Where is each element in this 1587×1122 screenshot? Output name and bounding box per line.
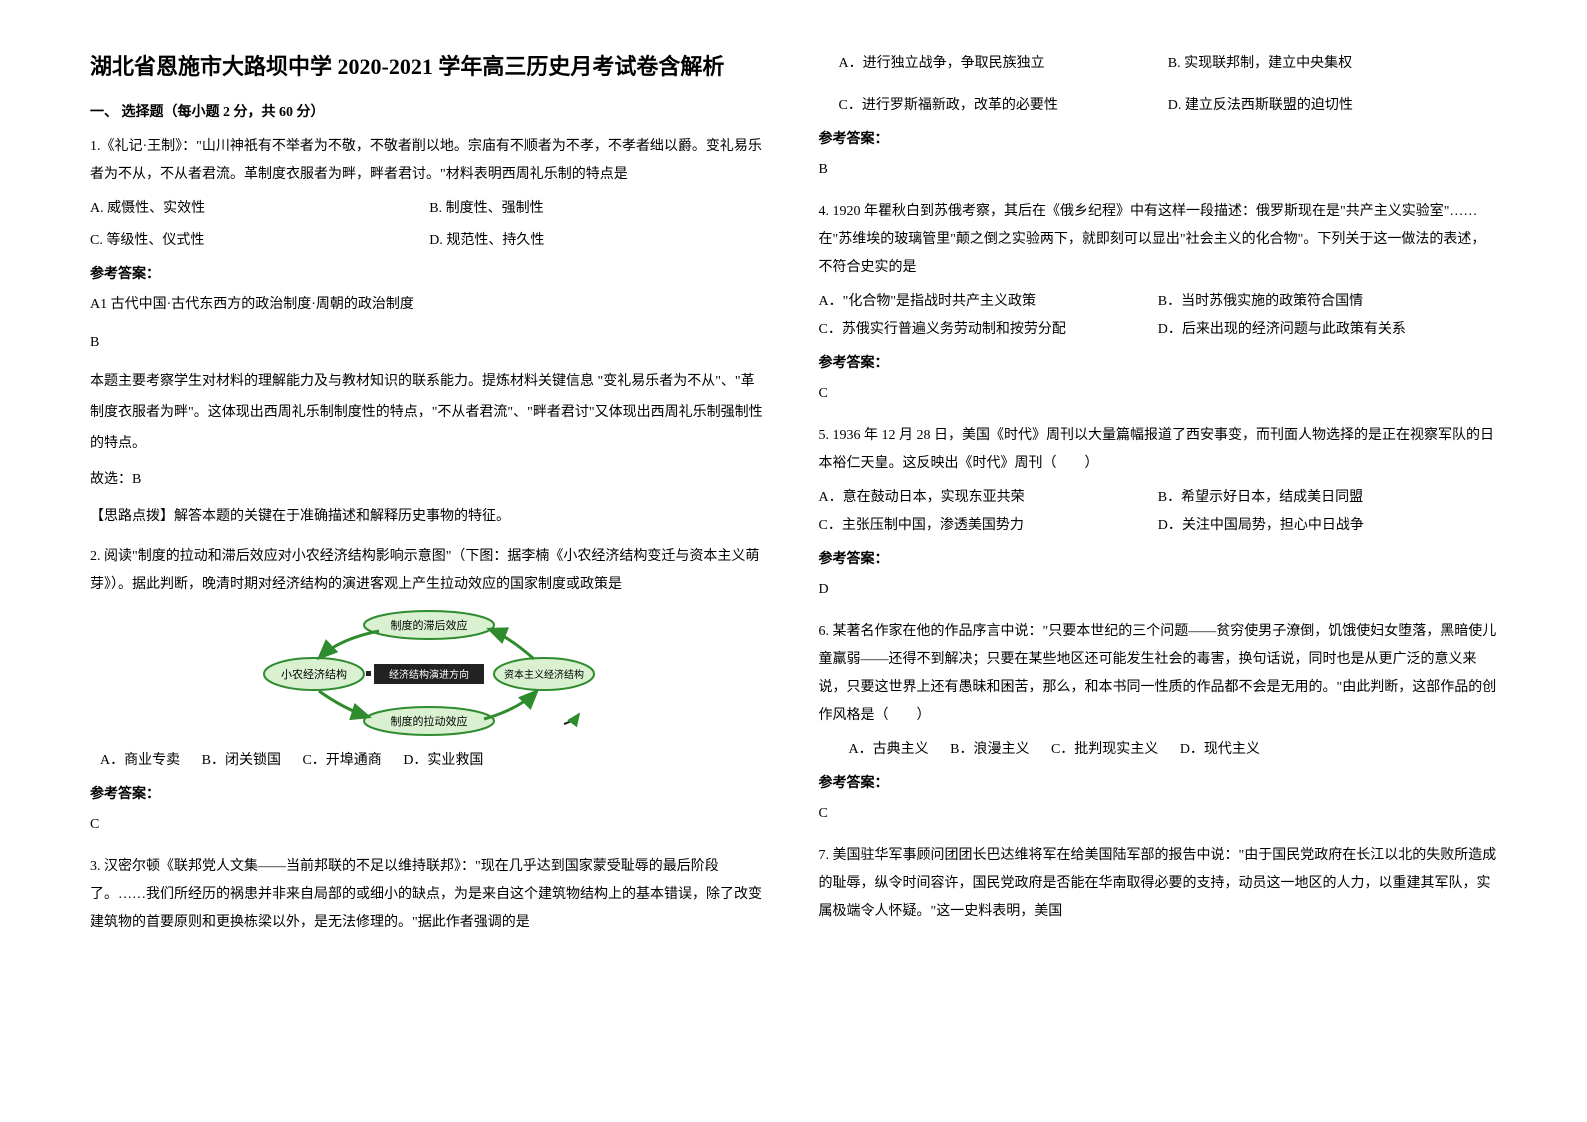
q1-option-c: C. 等级性、仪式性 [90,227,429,255]
q2-answer-value: C [90,811,769,839]
q2-answer-label: 参考答案： [90,783,769,803]
q1-option-a: A. 威慑性、实效性 [90,195,429,223]
q2-diagram: 制度的滞后效应 小农经济结构 经济结构演进方向 资本主义经济结构 制度的拉动效应 [90,609,769,739]
arrow-bottom-right [484,691,537,719]
question-5: 5. 1936 年 12 月 28 日，美国《时代》周刊以大量篇幅报道了西安事变… [819,422,1498,614]
q7-stem: 7. 美国驻华军事顾问团团长巴达维将军在给美国陆军部的报告中说："由于国民党政府… [819,842,1498,926]
q2-option-a: A．商业专卖 [100,753,180,768]
label-mid: 经济结构演进方向 [389,668,469,681]
q6-option-b: B．浪漫主义 [950,742,1029,757]
section-1-header: 一、 选择题（每小题 2 分，共 60 分） [90,101,769,121]
question-6: 6. 某著名作家在他的作品序言中说："只要本世纪的三个问题——贫穷使男子潦倒，饥… [819,618,1498,838]
q3-option-b: B. 实现联邦制，建立中央集权 [1168,50,1497,78]
question-1: 1.《礼记·王制》："山川神祇有不举者为不敬，不敬者削以地。宗庙有不顺者为不孝，… [90,133,769,539]
question-2: 2. 阅读"制度的拉动和滞后效应对小农经济结构影响示意图"（下图：据李楠《小农经… [90,543,769,849]
q5-stem: 5. 1936 年 12 月 28 日，美国《时代》周刊以大量篇幅报道了西安事变… [819,422,1498,478]
q1-options-row2: C. 等级性、仪式性 D. 规范性、持久性 [90,227,769,255]
q5-answer-value: D [819,576,1498,604]
label-left: 小农经济结构 [281,667,347,681]
left-column: 湖北省恩施市大路坝中学 2020-2021 学年高三历史月考试卷含解析 一、 选… [90,50,769,1072]
q1-option-d: D. 规范性、持久性 [429,227,768,255]
q5-option-a: A．意在鼓动日本，实现东亚共荣 [819,484,1158,512]
q1-option-b: B. 制度性、强制性 [429,195,768,223]
q5-options-row2: C．主张压制中国，渗透美国势力 D．关注中国局势，担心中日战争 [819,512,1498,540]
q4-answer-label: 参考答案： [819,352,1498,372]
q2-option-d: D．实业救国 [403,753,483,768]
q4-answer-value: C [819,380,1498,408]
q6-option-d: D．现代主义 [1180,742,1260,757]
q6-option-a: A．古典主义 [849,742,929,757]
q3-option-c: C．进行罗斯福新政，改革的必要性 [819,92,1168,120]
arrow-bottom-left [319,691,369,717]
q1-exp3: 【思路点拨】解答本题的关键在于准确描述和解释历史事物的特征。 [90,502,769,533]
q1-answer-value: B [90,329,769,357]
flow-diagram-svg: 制度的滞后效应 小农经济结构 经济结构演进方向 资本主义经济结构 制度的拉动效应 [259,609,599,739]
q6-options: A．古典主义 B．浪漫主义 C．批判现实主义 D．现代主义 [819,736,1498,764]
q5-options-row1: A．意在鼓动日本，实现东亚共荣 B．希望示好日本，结成美日同盟 [819,484,1498,512]
q4-option-a: A．"化合物"是指战时共产主义政策 [819,288,1158,316]
q1-answer-label: 参考答案： [90,263,769,283]
q6-answer-value: C [819,800,1498,828]
q6-stem: 6. 某著名作家在他的作品序言中说："只要本世纪的三个问题——贫穷使男子潦倒，饥… [819,618,1498,730]
q6-option-c: C．批判现实主义 [1051,742,1158,757]
q5-option-b: B．希望示好日本，结成美日同盟 [1158,484,1497,512]
q3-option-d: D. 建立反法西斯联盟的迫切性 [1168,92,1497,120]
q1-options-row1: A. 威慑性、实效性 B. 制度性、强制性 [90,195,769,223]
dot-1 [366,671,371,676]
q4-options-row1: A．"化合物"是指战时共产主义政策 B．当时苏俄实施的政策符合国情 [819,288,1498,316]
q1-stem: 1.《礼记·王制》："山川神祇有不举者为不敬，不敬者削以地。宗庙有不顺者为不孝，… [90,133,769,189]
q2-options: A．商业专卖 B．闭关锁国 C．开埠通商 D．实业救国 [90,747,769,775]
q5-answer-label: 参考答案： [819,548,1498,568]
q1-exp2: 故选：B [90,465,769,496]
q1-answer-line1: A1 古代中国·古代东西方的政治制度·周朝的政治制度 [90,291,769,319]
q4-option-b: B．当时苏俄实施的政策符合国情 [1158,288,1497,316]
q3-stem: 3. 汉密尔顿《联邦党人文集——当前邦联的不足以维持联邦》："现在几乎达到国家蒙… [90,853,769,937]
exam-title: 湖北省恩施市大路坝中学 2020-2021 学年高三历史月考试卷含解析 [90,50,769,83]
q5-option-c: C．主张压制中国，渗透美国势力 [819,512,1158,540]
right-column: A．进行独立战争，争取民族独立 B. 实现联邦制，建立中央集权 C．进行罗斯福新… [819,50,1498,1072]
question-4: 4. 1920 年瞿秋白到苏俄考察，其后在《俄乡纪程》中有这样一段描述：俄罗斯现… [819,198,1498,418]
label-right: 资本主义经济结构 [504,668,584,681]
q3-option-a: A．进行独立战争，争取民族独立 [819,50,1168,78]
q3-options-row2: C．进行罗斯福新政，改革的必要性 D. 建立反法西斯联盟的迫切性 [819,92,1498,120]
small-arrow-icon [564,714,579,724]
q2-option-c: C．开埠通商 [302,753,381,768]
q6-answer-label: 参考答案： [819,772,1498,792]
q2-stem: 2. 阅读"制度的拉动和滞后效应对小农经济结构影响示意图"（下图：据李楠《小农经… [90,543,769,599]
arrow-top-right [489,629,534,659]
q4-stem: 4. 1920 年瞿秋白到苏俄考察，其后在《俄乡纪程》中有这样一段描述：俄罗斯现… [819,198,1498,282]
q3-answer-label: 参考答案： [819,128,1498,148]
label-top: 制度的滞后效应 [391,618,468,632]
label-bottom: 制度的拉动效应 [391,714,468,728]
q3-answer-value: B [819,156,1498,184]
q1-exp1: 本题主要考察学生对材料的理解能力及与教材知识的联系能力。提炼材料关键信息 "变礼… [90,367,769,459]
question-7: 7. 美国驻华军事顾问团团长巴达维将军在给美国陆军部的报告中说："由于国民党政府… [819,842,1498,932]
q4-options-row2: C．苏俄实行普遍义务劳动制和按劳分配 D．后来出现的经济问题与此政策有关系 [819,316,1498,344]
q3-options-row1: A．进行独立战争，争取民族独立 B. 实现联邦制，建立中央集权 [819,50,1498,78]
question-3-part2: A．进行独立战争，争取民族独立 B. 实现联邦制，建立中央集权 C．进行罗斯福新… [819,50,1498,194]
arrow-top-left [319,631,379,658]
q2-option-b: B．闭关锁国 [202,753,281,768]
question-3-part1: 3. 汉密尔顿《联邦党人文集——当前邦联的不足以维持联邦》："现在几乎达到国家蒙… [90,853,769,943]
q4-option-c: C．苏俄实行普遍义务劳动制和按劳分配 [819,316,1158,344]
q5-option-d: D．关注中国局势，担心中日战争 [1158,512,1497,540]
q4-option-d: D．后来出现的经济问题与此政策有关系 [1158,316,1497,344]
